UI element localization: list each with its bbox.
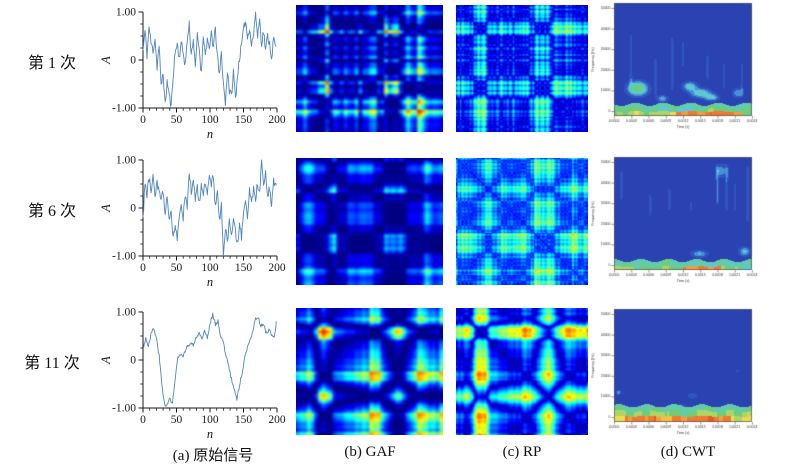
caption-b-gaf: (b) GAF bbox=[344, 444, 396, 460]
svg-text:n: n bbox=[207, 275, 213, 289]
rp-heatmap-1 bbox=[456, 5, 588, 132]
svg-text:0: 0 bbox=[140, 414, 146, 426]
svg-text:50: 50 bbox=[171, 262, 183, 274]
svg-text:1.00: 1.00 bbox=[116, 155, 136, 167]
svg-text:100: 100 bbox=[201, 414, 219, 426]
caption-d-cwt: (d) CWT bbox=[660, 444, 716, 460]
svg-text:200: 200 bbox=[268, 414, 286, 426]
svg-text:1.00: 1.00 bbox=[116, 307, 136, 319]
svg-text:A: A bbox=[99, 56, 113, 65]
cwt-scalogram-1 bbox=[588, 1, 774, 133]
signal-plot-2: 1.00 0 -1.00 0 50 100 150 200 n A bbox=[99, 155, 286, 290]
cwt-scalogram-2 bbox=[588, 155, 774, 287]
svg-text:0: 0 bbox=[130, 55, 136, 67]
svg-text:0: 0 bbox=[130, 203, 136, 215]
svg-text:1.00: 1.00 bbox=[116, 7, 136, 19]
svg-text:150: 150 bbox=[235, 414, 253, 426]
caption-c-rp: (c) RP bbox=[502, 444, 542, 460]
signal-plot-1: 1.00 0 -1.00 0 50 100 150 200 n A bbox=[99, 7, 286, 142]
svg-text:-1.00: -1.00 bbox=[112, 403, 136, 415]
row-label-1: 第 1 次 bbox=[27, 55, 76, 72]
rp-heatmap-3 bbox=[456, 308, 588, 435]
svg-text:0: 0 bbox=[130, 355, 136, 367]
svg-text:200: 200 bbox=[268, 262, 286, 274]
svg-text:A: A bbox=[99, 356, 113, 365]
svg-text:0: 0 bbox=[140, 262, 146, 274]
caption-a-original-signal: (a) 原始信号 bbox=[172, 448, 254, 464]
svg-text:0: 0 bbox=[140, 114, 146, 126]
row-label-2: 第 6 次 bbox=[27, 203, 76, 220]
svg-text:150: 150 bbox=[235, 114, 253, 126]
row-label-3: 第 11 次 bbox=[24, 355, 80, 372]
cwt-scalogram-3 bbox=[588, 307, 774, 439]
svg-text:50: 50 bbox=[171, 114, 183, 126]
svg-text:150: 150 bbox=[235, 262, 253, 274]
signal-plot-3: 1.00 0 -1.00 0 50 100 150 200 n A bbox=[99, 307, 286, 442]
svg-text:n: n bbox=[207, 427, 213, 441]
gaf-heatmap-2 bbox=[296, 158, 443, 285]
gaf-heatmap-1 bbox=[296, 5, 443, 132]
svg-text:100: 100 bbox=[201, 114, 219, 126]
gaf-heatmap-3 bbox=[296, 308, 443, 435]
svg-text:-1.00: -1.00 bbox=[112, 103, 136, 115]
svg-text:100: 100 bbox=[201, 262, 219, 274]
svg-text:200: 200 bbox=[268, 114, 286, 126]
svg-text:A: A bbox=[99, 204, 113, 213]
svg-text:n: n bbox=[207, 127, 213, 141]
svg-text:-1.00: -1.00 bbox=[112, 251, 136, 263]
rp-heatmap-2 bbox=[456, 158, 588, 285]
svg-text:50: 50 bbox=[171, 414, 183, 426]
